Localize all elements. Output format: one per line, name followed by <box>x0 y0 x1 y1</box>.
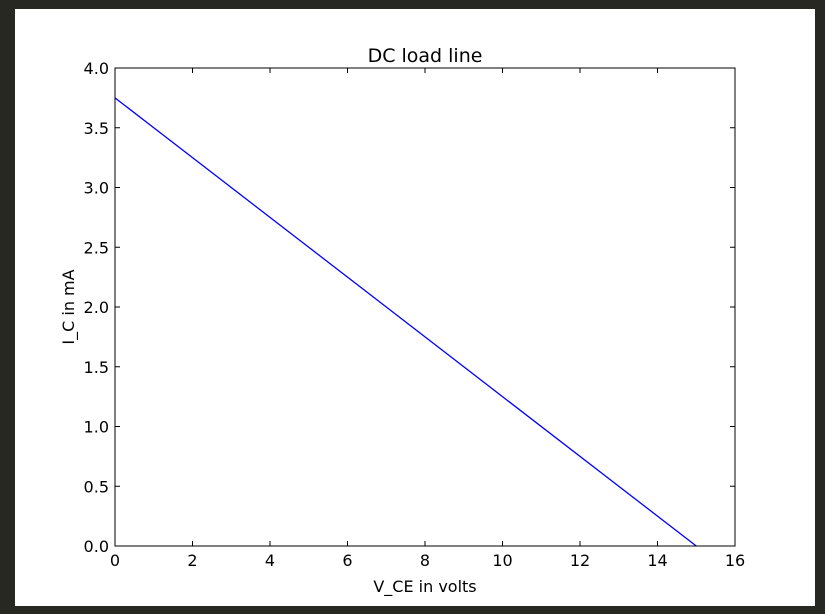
y-tick-label: 3.5 <box>84 119 109 138</box>
x-tick-label: 2 <box>187 551 197 570</box>
figure-background <box>15 9 815 606</box>
y-axis-label: I_C in mA <box>59 269 79 344</box>
y-tick-label: 1.5 <box>84 358 109 377</box>
y-tick-label: 0.0 <box>84 537 109 556</box>
chart-title: DC load line <box>368 45 483 67</box>
x-tick-label: 10 <box>492 551 512 570</box>
plot-frame <box>114 67 736 547</box>
y-tick-label: 2.0 <box>84 298 109 317</box>
x-tick-label: 12 <box>570 551 590 570</box>
y-tick-label: 1.0 <box>84 418 109 437</box>
plot-area: 0 2 4 6 8 10 12 14 16 0.0 0.5 1.0 1.5 2.0 2.5 3.0 3.5 4.0 <box>84 59 746 570</box>
series-line-0 <box>114 97 697 547</box>
x-axis-label: V_CE in volts <box>373 577 476 597</box>
x-tick-label: 16 <box>725 551 745 570</box>
y-tick-label: 2.5 <box>84 238 109 257</box>
x-tick-label: 6 <box>342 551 352 570</box>
x-tick-label: 4 <box>265 551 275 570</box>
y-tick-label: 4.0 <box>84 59 109 78</box>
x-tick-label: 0 <box>110 551 120 570</box>
x-tick-label: 8 <box>420 551 430 570</box>
y-tick-label: 3.0 <box>84 179 109 198</box>
y-tick-label: 0.5 <box>84 477 109 496</box>
x-tick-label: 14 <box>647 551 667 570</box>
